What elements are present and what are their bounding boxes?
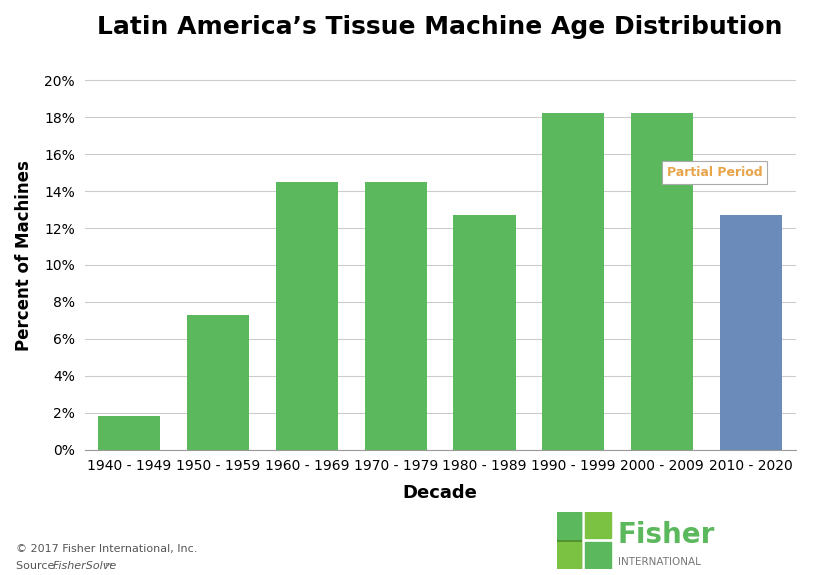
Text: Partial Period: Partial Period	[667, 166, 763, 179]
Text: © 2017 Fisher International, Inc.: © 2017 Fisher International, Inc.	[16, 544, 198, 554]
Bar	[557, 542, 581, 569]
Text: Source:: Source:	[16, 561, 62, 571]
X-axis label: Decade: Decade	[402, 485, 477, 503]
Bar	[631, 113, 693, 450]
Bar	[98, 416, 160, 450]
Text: Fisher: Fisher	[618, 522, 715, 549]
Bar	[585, 542, 611, 569]
Y-axis label: Percent of Machines: Percent of Machines	[15, 160, 33, 351]
Bar	[187, 315, 249, 450]
Bar	[557, 512, 581, 539]
Bar	[364, 182, 427, 450]
Text: INTERNATIONAL: INTERNATIONAL	[618, 557, 701, 566]
Bar	[454, 215, 515, 450]
Text: FisherSolve: FisherSolve	[53, 561, 117, 571]
Bar	[720, 215, 782, 450]
Bar	[542, 113, 605, 450]
Bar	[557, 512, 581, 569]
Text: ™: ™	[103, 561, 113, 571]
Title: Latin America’s Tissue Machine Age Distribution: Latin America’s Tissue Machine Age Distr…	[98, 15, 783, 39]
Bar	[585, 512, 611, 538]
Bar	[276, 182, 338, 450]
